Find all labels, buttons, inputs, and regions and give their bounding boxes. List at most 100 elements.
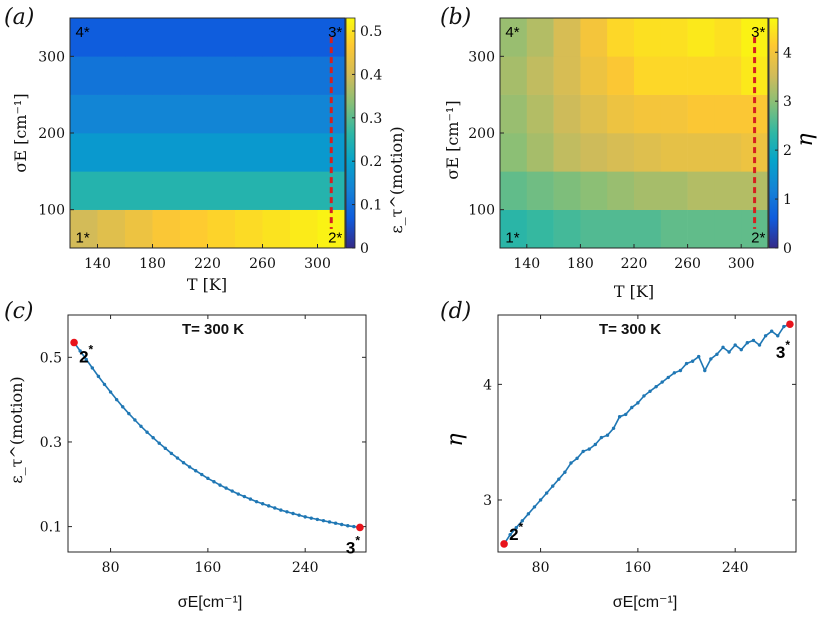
heatmap-cell bbox=[500, 18, 528, 57]
colorbar-tick-label: 0.3 bbox=[360, 111, 382, 127]
heatmap-cell bbox=[660, 94, 688, 134]
heatmap-cell bbox=[207, 133, 236, 172]
heatmap-cell bbox=[235, 56, 263, 95]
heatmap-cell bbox=[290, 209, 318, 249]
data-point bbox=[690, 359, 695, 363]
corner-label: 2* bbox=[328, 230, 342, 247]
data-point bbox=[599, 435, 604, 440]
data-point bbox=[593, 442, 598, 447]
y-tick-label: 300 bbox=[468, 49, 495, 65]
data-point bbox=[532, 505, 537, 509]
heatmap-cell bbox=[125, 94, 153, 134]
endpoint-label-superscript: * bbox=[89, 343, 94, 357]
x-tick-label: 220 bbox=[621, 256, 648, 272]
data-point bbox=[309, 516, 313, 520]
x-tick-label: 300 bbox=[728, 256, 755, 272]
heatmap-cell bbox=[580, 94, 608, 134]
heatmap-cell bbox=[180, 56, 208, 95]
x-tick-label: 80 bbox=[102, 560, 120, 576]
heatmap-cell bbox=[660, 18, 688, 57]
heatmap-a-y-label: σE [cm⁻¹] bbox=[11, 93, 30, 172]
heatmap-cell bbox=[526, 56, 554, 95]
heatmap-cell bbox=[70, 209, 98, 249]
heatmap-cell bbox=[607, 171, 635, 210]
data-point bbox=[514, 526, 518, 530]
heatmap-cell bbox=[580, 209, 608, 249]
heatmap-a-cells bbox=[70, 18, 346, 249]
heatmap-cell bbox=[687, 171, 715, 210]
heatmap-cell bbox=[553, 18, 581, 57]
heatmap-cell bbox=[290, 56, 318, 95]
data-point bbox=[642, 394, 646, 398]
heatmap-a-y-ticks: 100 200 300 bbox=[38, 49, 74, 219]
data-point bbox=[352, 524, 356, 529]
data-point bbox=[260, 502, 265, 506]
colorbar-tick-label: 4 bbox=[783, 45, 792, 61]
line-chart-c-x-label: σE[cm⁻¹] bbox=[178, 594, 243, 611]
heatmap-cell bbox=[125, 18, 153, 57]
heatmap-cell bbox=[97, 18, 126, 57]
heatmap-b-x-label: T [K] bbox=[614, 282, 654, 301]
colorbar-tick-label: 1 bbox=[783, 192, 792, 208]
heatmap-cell bbox=[235, 209, 263, 249]
heatmap-cell bbox=[97, 133, 126, 172]
data-point bbox=[745, 341, 750, 345]
heatmap-a-x-ticks: 140 180 220 260 300 bbox=[84, 244, 331, 272]
data-point bbox=[575, 456, 579, 461]
colorbar-tick-label: 0.4 bbox=[360, 67, 382, 83]
colorbar-tick-label: 0.5 bbox=[360, 24, 382, 40]
heatmap-a: 140 180 220 260 300 100 200 300 4* 3* 1* 2* T [K]… bbox=[11, 17, 406, 294]
heatmap-cell bbox=[687, 18, 715, 57]
panel-label-b: (b) bbox=[440, 5, 471, 30]
heatmap-cell bbox=[714, 94, 742, 134]
data-point bbox=[611, 426, 616, 430]
heatmap-cell bbox=[97, 171, 126, 210]
data-point bbox=[242, 494, 247, 499]
data-point bbox=[285, 510, 289, 514]
line-chart-c-y-ticks: 0.1 0.3 0.5 bbox=[40, 350, 366, 536]
line-chart-d-x-ticks: 80 160 240 bbox=[532, 315, 749, 576]
heatmap-cell bbox=[660, 56, 688, 95]
line-chart-c: 80 160 240 0.10.30.5 2*3* T= 300 K σE[cm⁻¹… bbox=[7, 314, 367, 611]
heatmap-cell bbox=[97, 209, 126, 249]
data-point bbox=[624, 412, 628, 417]
endpoint-marker bbox=[70, 338, 78, 347]
heatmap-cell bbox=[70, 18, 98, 57]
y-tick-label: 0.1 bbox=[40, 520, 62, 536]
line-chart-c-frame bbox=[67, 314, 367, 553]
panel-label-d: (d) bbox=[440, 299, 471, 324]
y-tick-label: 0.3 bbox=[40, 435, 62, 451]
data-point bbox=[630, 405, 634, 410]
data-point bbox=[157, 441, 161, 445]
heatmap-cell bbox=[262, 18, 291, 57]
heatmap-cell bbox=[607, 94, 635, 134]
x-tick-label: 300 bbox=[304, 256, 331, 272]
heatmap-cell bbox=[262, 171, 291, 210]
x-tick-label: 260 bbox=[674, 256, 701, 272]
heatmap-cell bbox=[180, 133, 208, 172]
y-tick-label: 3 bbox=[483, 493, 492, 509]
data-point bbox=[339, 522, 344, 527]
data-point bbox=[303, 515, 307, 519]
heatmap-cell bbox=[180, 171, 208, 210]
heatmap-cell bbox=[526, 171, 554, 210]
heatmap-cell bbox=[500, 133, 528, 172]
heatmap-cell bbox=[553, 171, 581, 210]
y-tick-label: 200 bbox=[468, 126, 495, 142]
line-chart-d-x-label: σE[cm⁻¹] bbox=[613, 594, 678, 611]
line-chart-c-title: T= 300 K bbox=[182, 321, 244, 338]
corner-label: 3* bbox=[751, 24, 765, 41]
heatmap-cell bbox=[235, 133, 263, 172]
heatmap-cell bbox=[687, 209, 715, 249]
data-point bbox=[145, 430, 149, 434]
heatmap-cell bbox=[714, 56, 742, 95]
corner-label: 1* bbox=[76, 230, 90, 247]
heatmap-cell bbox=[500, 171, 528, 210]
data-point bbox=[551, 484, 555, 488]
heatmap-cell bbox=[125, 171, 153, 210]
x-tick-label: 180 bbox=[567, 256, 594, 272]
data-point bbox=[266, 504, 271, 508]
data-point bbox=[327, 520, 332, 524]
data-point bbox=[776, 334, 780, 338]
data-point bbox=[563, 470, 567, 474]
